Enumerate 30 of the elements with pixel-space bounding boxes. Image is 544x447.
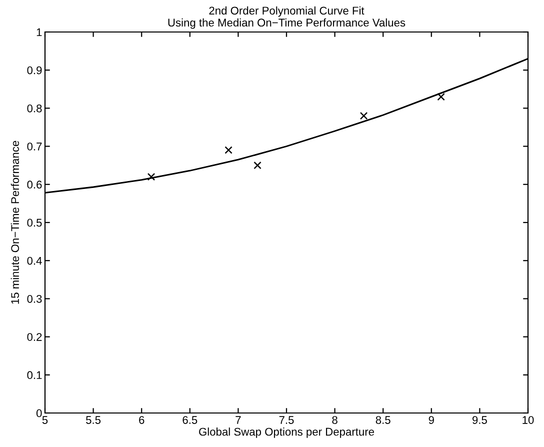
x-tick-label: 8: [332, 416, 338, 424]
y-tick-label: 0.3: [27, 294, 42, 303]
y-axis-title: 15 minute On−Time Performance: [10, 140, 20, 304]
y-tick-label: 0.8: [27, 104, 42, 112]
y-tick-label: 0.1: [27, 371, 42, 380]
point: [254, 161, 262, 170]
x-tick-label: 5.5: [86, 416, 101, 424]
y-tick-label: 0.2: [27, 333, 42, 341]
point: [224, 146, 232, 154]
y-tick-label: 0.4: [27, 256, 42, 265]
y-tick-label: 1: [36, 28, 42, 36]
x-tick-label: 7.5: [279, 416, 294, 424]
point: [437, 92, 445, 101]
y-tick-label: 0.9: [27, 66, 42, 74]
y-tick-label: 0.6: [27, 180, 42, 189]
y-tick-label: 0.5: [27, 218, 42, 227]
x-tick-label: 9: [428, 416, 434, 424]
x-tick-label: 10: [522, 416, 534, 424]
x-tick-label: 7: [236, 416, 241, 424]
chart-title: 2nd Order Polynomial Curve Fit Using the Median On−Time Performance Values: [168, 6, 406, 29]
x-tick-label: 6: [139, 416, 144, 424]
x-tick-label: 8.5: [376, 416, 390, 424]
x-tick-label: 6.5: [182, 416, 198, 424]
x-tick-label: 9.5: [472, 416, 487, 424]
point: [147, 172, 156, 181]
y-tick-label: 0.7: [27, 142, 42, 150]
point: [360, 112, 368, 120]
x-tick-label: 5: [42, 416, 48, 424]
y-tick-label: 0: [36, 409, 42, 418]
x-axis-title: Global Swap Options per Departure: [199, 428, 374, 438]
